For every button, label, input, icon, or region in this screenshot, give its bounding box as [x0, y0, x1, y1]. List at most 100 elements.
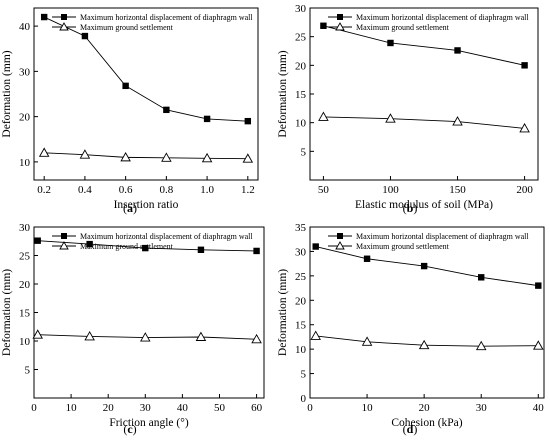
- series-line: [323, 116, 525, 129]
- panel-label: (b): [403, 201, 418, 215]
- y-tick-label: 20: [295, 60, 307, 72]
- panel-label: (c): [123, 422, 136, 436]
- y-axis-label: Deformation (mm): [1, 50, 13, 137]
- x-tick-label: 1.0: [200, 184, 214, 196]
- data-point-triangle: [242, 153, 254, 163]
- x-tick-label: 0.8: [159, 184, 173, 196]
- chart-panel-a: 0.2 0.4 0.6 0.8 1.0 1.2 10 20 30 40 Insertion rati…: [1, 7, 259, 215]
- y-tick-label: 30: [295, 246, 307, 258]
- legend-label: Maximum ground settlement: [80, 23, 174, 32]
- x-axis-label: Insertion ratio: [114, 199, 179, 211]
- x-tick-label: 50: [318, 184, 330, 196]
- x-tick-label: 0.6: [119, 184, 133, 196]
- data-point-triangle: [32, 329, 43, 339]
- x-tick-label: 100: [382, 184, 399, 196]
- data-point-triangle: [195, 331, 207, 341]
- x-axis-label: Friction angle (°): [109, 417, 188, 429]
- x-tick-label: 1.2: [241, 184, 255, 196]
- data-point-square: [320, 22, 327, 29]
- y-tick-label: 5: [301, 146, 307, 158]
- panel-label: (d): [403, 422, 418, 436]
- legend-label: Maximum horizontal displacement of diaph…: [80, 232, 253, 241]
- y-tick-label: 10: [295, 344, 307, 356]
- legend-square-marker: [337, 233, 343, 239]
- data-point-square: [81, 32, 89, 40]
- data-point-triangle: [418, 339, 430, 350]
- y-tick-label: 5: [301, 369, 307, 381]
- data-point-triangle: [120, 151, 131, 162]
- data-point-triangle: [310, 330, 321, 340]
- x-tick-label: 40: [533, 402, 545, 414]
- legend-triangle-marker: [59, 22, 69, 31]
- data-point-square: [197, 246, 205, 253]
- data-point-triangle: [251, 333, 262, 344]
- y-axis-label: Deformation (mm): [277, 269, 289, 356]
- plot-frame: [33, 226, 265, 399]
- chart-panel-c: 0 10 20 30 40 50 60 5 10 15 20 25 30 Friction angle (…: [1, 222, 265, 436]
- panel-label: (a): [123, 201, 137, 215]
- data-point-square: [420, 262, 428, 270]
- data-point-square: [203, 115, 211, 123]
- legend-label: Maximum horizontal displacement of diaph…: [80, 13, 253, 22]
- data-point-triangle: [475, 340, 487, 351]
- x-tick-label: 60: [251, 402, 263, 414]
- series-line: [315, 335, 539, 347]
- data-point-square: [244, 117, 252, 125]
- data-point-square: [122, 82, 129, 90]
- x-tick-label: 0: [31, 402, 37, 414]
- data-point-triangle: [140, 332, 151, 342]
- legend-square-marker: [337, 14, 343, 20]
- x-axis-label: Cohesion (kPa): [391, 417, 462, 429]
- data-point-square: [521, 62, 528, 69]
- data-point-square: [478, 274, 485, 281]
- y-tick-label: 25: [295, 32, 307, 44]
- series-line: [43, 16, 248, 122]
- data-point-triangle: [385, 113, 396, 123]
- x-tick-label: 200: [516, 184, 533, 196]
- data-point-triangle: [38, 147, 50, 157]
- data-point-square: [454, 47, 461, 54]
- y-tick-label: 10: [295, 118, 307, 130]
- data-point-square: [163, 106, 170, 114]
- x-tick-label: 20: [103, 402, 115, 414]
- y-tick-label: 15: [19, 308, 31, 320]
- y-tick-label: 5: [25, 365, 31, 377]
- y-tick-label: 30: [295, 3, 307, 15]
- legend-label: Maximum horizontal displacement of diaph…: [356, 232, 529, 241]
- data-point-triangle: [452, 116, 463, 126]
- legend-label: Maximum ground settlement: [356, 23, 450, 32]
- plot-frame: [309, 7, 539, 181]
- series-line: [323, 25, 525, 66]
- legend-square-marker: [61, 14, 67, 20]
- data-point-triangle: [533, 340, 544, 350]
- data-point-square: [535, 282, 542, 289]
- data-point-triangle: [361, 336, 373, 346]
- data-point-triangle: [79, 149, 91, 159]
- y-axis-label: Deformation (mm): [1, 269, 13, 356]
- x-tick-label: 0.2: [37, 184, 51, 196]
- data-point-square: [387, 39, 394, 47]
- y-tick-label: 10: [19, 336, 31, 348]
- legend-square-marker: [61, 233, 67, 239]
- y-tick-label: 10: [19, 157, 31, 169]
- chart-panel-b: 50 100 150 200 5 10 15 20 25 30 Elastic modulus of…: [277, 3, 539, 215]
- x-tick-label: 10: [66, 402, 78, 414]
- data-point-triangle: [161, 152, 172, 162]
- data-point-square: [40, 13, 48, 21]
- data-point-triangle: [84, 331, 95, 341]
- y-tick-label: 30: [19, 222, 31, 234]
- x-axis-label: Elastic modulus of soil (MPa): [355, 199, 493, 211]
- y-tick-label: 20: [19, 279, 31, 291]
- legend-label: Maximum horizontal displacement of diaph…: [356, 13, 529, 22]
- x-tick-label: 10: [362, 402, 374, 414]
- plot-frame: [309, 226, 545, 399]
- y-tick-label: 15: [295, 320, 307, 332]
- y-tick-label: 25: [19, 251, 31, 263]
- x-tick-label: 0.4: [78, 184, 92, 196]
- x-tick-label: 30: [476, 402, 488, 414]
- data-point-triangle: [519, 122, 530, 133]
- data-point-triangle: [201, 152, 213, 163]
- y-tick-label: 40: [19, 21, 31, 33]
- data-point-square: [34, 237, 41, 244]
